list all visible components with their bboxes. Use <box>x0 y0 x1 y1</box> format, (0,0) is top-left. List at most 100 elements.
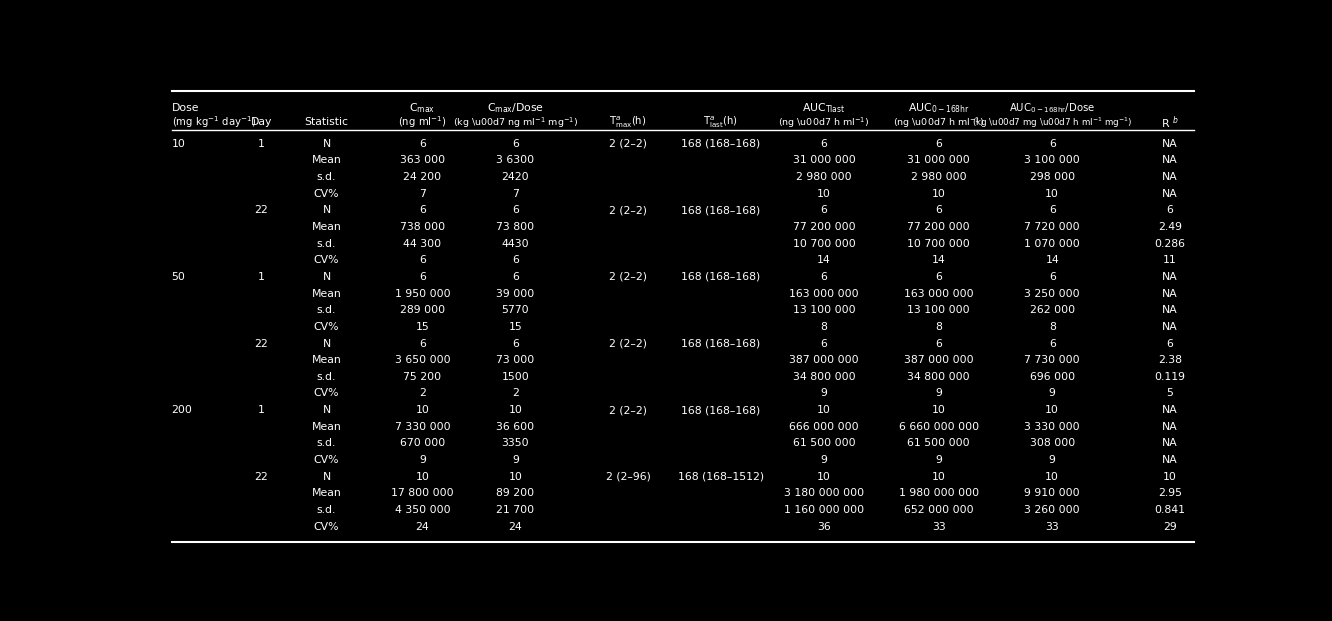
Text: 29: 29 <box>1163 522 1176 532</box>
Text: 3350: 3350 <box>502 438 529 448</box>
Text: NA: NA <box>1162 272 1177 282</box>
Text: CV%: CV% <box>314 322 340 332</box>
Text: 6: 6 <box>1167 338 1173 348</box>
Text: 10: 10 <box>817 405 831 415</box>
Text: N: N <box>322 472 330 482</box>
Text: 1500: 1500 <box>502 372 529 382</box>
Text: 2 980 000: 2 980 000 <box>797 172 852 182</box>
Text: 666 000 000: 666 000 000 <box>790 422 859 432</box>
Text: 10 700 000: 10 700 000 <box>793 238 855 248</box>
Text: Mean: Mean <box>312 155 341 165</box>
Text: 168 (168–168): 168 (168–168) <box>681 338 761 348</box>
Text: 10: 10 <box>509 472 522 482</box>
Text: 7: 7 <box>420 189 426 199</box>
Text: 31 000 000: 31 000 000 <box>907 155 970 165</box>
Text: NA: NA <box>1162 405 1177 415</box>
Text: 6: 6 <box>935 338 942 348</box>
Text: Day: Day <box>250 117 272 127</box>
Text: 73 000: 73 000 <box>497 355 534 365</box>
Text: 2 (2–2): 2 (2–2) <box>609 206 647 215</box>
Text: 3 330 000: 3 330 000 <box>1024 422 1080 432</box>
Text: CV%: CV% <box>314 455 340 465</box>
Text: N: N <box>322 338 330 348</box>
Text: 7 730 000: 7 730 000 <box>1024 355 1080 365</box>
Text: 2 (2–2): 2 (2–2) <box>609 272 647 282</box>
Text: 9: 9 <box>511 455 519 465</box>
Text: 6: 6 <box>420 139 426 149</box>
Text: 1 160 000 000: 1 160 000 000 <box>785 505 864 515</box>
Text: 10: 10 <box>1163 472 1177 482</box>
Text: 50: 50 <box>172 272 185 282</box>
Text: 15: 15 <box>416 322 429 332</box>
Text: 6: 6 <box>935 206 942 215</box>
Text: NA: NA <box>1162 422 1177 432</box>
Text: 4 350 000: 4 350 000 <box>394 505 450 515</box>
Text: 9 910 000: 9 910 000 <box>1024 488 1080 498</box>
Text: 1 980 000 000: 1 980 000 000 <box>899 488 979 498</box>
Text: 2 980 000: 2 980 000 <box>911 172 967 182</box>
Text: 696 000: 696 000 <box>1030 372 1075 382</box>
Text: 3 260 000: 3 260 000 <box>1024 505 1080 515</box>
Text: Dose: Dose <box>172 103 200 113</box>
Text: 36: 36 <box>818 522 831 532</box>
Text: (kg \u00d7 mg \u00d7 h ml$^{-1}$ mg$^{-1}$): (kg \u00d7 mg \u00d7 h ml$^{-1}$ mg$^{-1… <box>972 115 1132 130</box>
Text: 6: 6 <box>511 255 519 265</box>
Text: 298 000: 298 000 <box>1030 172 1075 182</box>
Text: 24: 24 <box>509 522 522 532</box>
Text: 10: 10 <box>817 189 831 199</box>
Text: CV%: CV% <box>314 389 340 399</box>
Text: 13 100 000: 13 100 000 <box>793 306 855 315</box>
Text: 6: 6 <box>420 206 426 215</box>
Text: 6: 6 <box>821 139 827 149</box>
Text: 22: 22 <box>254 338 268 348</box>
Text: 6: 6 <box>420 255 426 265</box>
Text: 6: 6 <box>511 338 519 348</box>
Text: 89 200: 89 200 <box>497 488 534 498</box>
Text: 33: 33 <box>1046 522 1059 532</box>
Text: 10: 10 <box>1046 189 1059 199</box>
Text: 10: 10 <box>931 472 946 482</box>
Text: NA: NA <box>1162 322 1177 332</box>
Text: 7: 7 <box>511 189 519 199</box>
Text: T$_{\mathrm{last}}^{a}$(h): T$_{\mathrm{last}}^{a}$(h) <box>703 115 738 130</box>
Text: 24 200: 24 200 <box>404 172 442 182</box>
Text: 10 700 000: 10 700 000 <box>907 238 970 248</box>
Text: N: N <box>322 405 330 415</box>
Text: NA: NA <box>1162 189 1177 199</box>
Text: 3 100 000: 3 100 000 <box>1024 155 1080 165</box>
Text: 8: 8 <box>935 322 942 332</box>
Text: NA: NA <box>1162 306 1177 315</box>
Text: 200: 200 <box>172 405 193 415</box>
Text: NA: NA <box>1162 289 1177 299</box>
Text: AUC$_{\mathrm{0-168hr}}$: AUC$_{\mathrm{0-168hr}}$ <box>907 101 970 115</box>
Text: 163 000 000: 163 000 000 <box>904 289 974 299</box>
Text: Mean: Mean <box>312 355 341 365</box>
Text: 0.286: 0.286 <box>1155 238 1185 248</box>
Text: 10: 10 <box>1046 405 1059 415</box>
Text: 3 250 000: 3 250 000 <box>1024 289 1080 299</box>
Text: 61 500 000: 61 500 000 <box>793 438 855 448</box>
Text: 6: 6 <box>420 338 426 348</box>
Text: 5770: 5770 <box>502 306 529 315</box>
Text: CV%: CV% <box>314 189 340 199</box>
Text: 168 (168–1512): 168 (168–1512) <box>678 472 765 482</box>
Text: 6: 6 <box>511 139 519 149</box>
Text: 6: 6 <box>511 206 519 215</box>
Text: 9: 9 <box>1048 455 1056 465</box>
Text: 1: 1 <box>258 139 265 149</box>
Text: 8: 8 <box>821 322 827 332</box>
Text: 9: 9 <box>821 389 827 399</box>
Text: s.d.: s.d. <box>317 372 336 382</box>
Text: 2420: 2420 <box>502 172 529 182</box>
Text: 10: 10 <box>416 405 429 415</box>
Text: AUC$_{\mathrm{Tlast}}$: AUC$_{\mathrm{Tlast}}$ <box>802 101 846 115</box>
Text: 5: 5 <box>1167 389 1173 399</box>
Text: 36 600: 36 600 <box>497 422 534 432</box>
Text: 10: 10 <box>509 405 522 415</box>
Text: 6: 6 <box>821 206 827 215</box>
Text: Statistic: Statistic <box>305 117 349 127</box>
Text: R $^{b}$: R $^{b}$ <box>1162 114 1179 130</box>
Text: 22: 22 <box>254 472 268 482</box>
Text: Mean: Mean <box>312 289 341 299</box>
Text: s.d.: s.d. <box>317 172 336 182</box>
